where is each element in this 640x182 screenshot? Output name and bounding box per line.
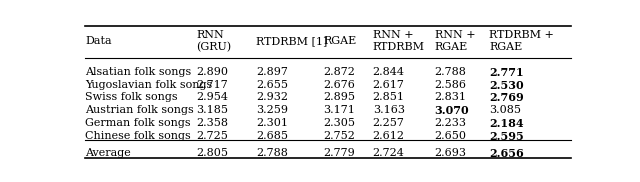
Text: RTDRBM +
RGAE: RTDRBM + RGAE xyxy=(489,30,554,52)
Text: 2.693: 2.693 xyxy=(435,148,467,158)
Text: 2.717: 2.717 xyxy=(196,80,228,90)
Text: German folk songs: German folk songs xyxy=(85,118,191,128)
Text: 2.595: 2.595 xyxy=(489,131,524,142)
Text: RNN +
RGAE: RNN + RGAE xyxy=(435,30,476,52)
Text: 2.612: 2.612 xyxy=(372,131,404,141)
Text: 2.844: 2.844 xyxy=(372,67,404,77)
Text: 2.752: 2.752 xyxy=(323,131,355,141)
Text: 2.530: 2.530 xyxy=(489,80,524,91)
Text: 2.676: 2.676 xyxy=(323,80,355,90)
Text: 3.259: 3.259 xyxy=(256,105,288,115)
Text: Chinese folk songs: Chinese folk songs xyxy=(85,131,191,141)
Text: 2.771: 2.771 xyxy=(489,67,524,78)
Text: Data: Data xyxy=(85,36,111,46)
Text: 2.769: 2.769 xyxy=(489,92,524,104)
Text: 2.890: 2.890 xyxy=(196,67,228,77)
Text: 2.895: 2.895 xyxy=(323,92,355,102)
Text: 3.070: 3.070 xyxy=(435,105,469,116)
Text: 2.656: 2.656 xyxy=(489,148,524,159)
Text: Yugoslavian folk songs: Yugoslavian folk songs xyxy=(85,80,212,90)
Text: 2.184: 2.184 xyxy=(489,118,524,129)
Text: 3.085: 3.085 xyxy=(489,105,521,115)
Text: Average: Average xyxy=(85,148,131,158)
Text: 2.897: 2.897 xyxy=(256,67,288,77)
Text: 3.171: 3.171 xyxy=(323,105,355,115)
Text: 2.650: 2.650 xyxy=(435,131,467,141)
Text: 2.655: 2.655 xyxy=(256,80,288,90)
Text: Alsatian folk songs: Alsatian folk songs xyxy=(85,67,191,77)
Text: 2.358: 2.358 xyxy=(196,118,228,128)
Text: 2.586: 2.586 xyxy=(435,80,467,90)
Text: 2.617: 2.617 xyxy=(372,80,404,90)
Text: 3.163: 3.163 xyxy=(372,105,404,115)
Text: 2.872: 2.872 xyxy=(323,67,355,77)
Text: 2.301: 2.301 xyxy=(256,118,288,128)
Text: 2.305: 2.305 xyxy=(323,118,355,128)
Text: 3.185: 3.185 xyxy=(196,105,228,115)
Text: 2.233: 2.233 xyxy=(435,118,467,128)
Text: RNN +
RTDRBM: RNN + RTDRBM xyxy=(372,30,425,52)
Text: 2.257: 2.257 xyxy=(372,118,404,128)
Text: RTDRBM [1]: RTDRBM [1] xyxy=(256,36,328,46)
Text: 2.725: 2.725 xyxy=(196,131,228,141)
Text: 2.954: 2.954 xyxy=(196,92,228,102)
Text: 2.788: 2.788 xyxy=(256,148,288,158)
Text: 2.831: 2.831 xyxy=(435,92,467,102)
Text: RNN
(GRU): RNN (GRU) xyxy=(196,30,232,52)
Text: RGAE: RGAE xyxy=(323,36,356,46)
Text: 2.685: 2.685 xyxy=(256,131,288,141)
Text: 2.724: 2.724 xyxy=(372,148,404,158)
Text: Austrian folk songs: Austrian folk songs xyxy=(85,105,194,115)
Text: Swiss folk songs: Swiss folk songs xyxy=(85,92,177,102)
Text: 2.779: 2.779 xyxy=(323,148,355,158)
Text: 2.932: 2.932 xyxy=(256,92,288,102)
Text: 2.805: 2.805 xyxy=(196,148,228,158)
Text: 2.788: 2.788 xyxy=(435,67,467,77)
Text: 2.851: 2.851 xyxy=(372,92,404,102)
